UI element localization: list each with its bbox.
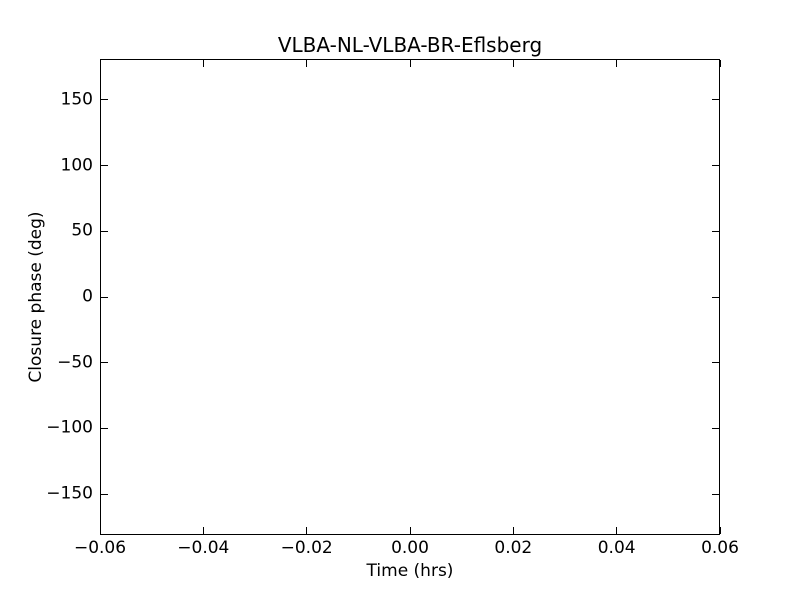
- x-tick-mark-bottom: [99, 527, 101, 534]
- y-tick-mark-left: [101, 99, 108, 101]
- y-tick-label: 0: [82, 286, 93, 307]
- y-tick-mark-left: [101, 362, 108, 364]
- x-tick-mark-bottom: [616, 527, 618, 534]
- y-tick-mark-right: [712, 99, 719, 101]
- x-tick-mark-top: [719, 60, 721, 67]
- x-tick-label: 0.00: [391, 538, 429, 558]
- x-tick-label: 0.04: [597, 538, 636, 558]
- y-tick-mark-right: [712, 493, 719, 495]
- x-tick-mark-top: [306, 60, 308, 67]
- x-tick-mark-bottom: [202, 527, 204, 534]
- x-tick-mark-top: [202, 60, 204, 67]
- x-tick-label: 0.06: [701, 538, 739, 558]
- x-tick-label: −0.06: [73, 538, 127, 558]
- y-tick-mark-right: [712, 362, 719, 364]
- y-tick-mark-left: [101, 230, 108, 232]
- y-tick-label: 50: [71, 220, 93, 241]
- plot-area: [100, 59, 720, 535]
- x-tick-mark-bottom: [409, 527, 411, 534]
- x-tick-label: 0.02: [494, 538, 533, 558]
- x-tick-mark-top: [99, 60, 101, 67]
- y-tick-mark-left: [101, 493, 108, 495]
- x-tick-mark-bottom: [719, 527, 721, 534]
- y-tick-label: −150: [46, 483, 93, 504]
- y-tick-mark-right: [712, 427, 719, 429]
- x-tick-mark-bottom: [512, 527, 514, 534]
- y-tick-label: 150: [60, 89, 93, 110]
- y-tick-mark-left: [101, 427, 108, 429]
- x-tick-label: −0.04: [177, 538, 230, 558]
- y-tick-mark-right: [712, 296, 719, 298]
- y-tick-mark-left: [101, 296, 108, 298]
- y-tick-mark-left: [101, 165, 108, 166]
- y-tick-label: −50: [57, 352, 93, 373]
- x-tick-mark-top: [616, 60, 618, 67]
- x-axis-label: Time (hrs): [366, 561, 454, 581]
- y-tick-label: 100: [60, 155, 93, 175]
- x-tick-mark-bottom: [306, 527, 308, 534]
- y-tick-mark-right: [712, 165, 719, 166]
- x-tick-mark-top: [409, 60, 411, 67]
- y-tick-mark-right: [712, 230, 719, 232]
- y-axis-label: Closure phase (deg): [26, 211, 46, 383]
- y-tick-label: −100: [46, 417, 93, 438]
- chart-title: VLBA-NL-VLBA-BR-Eflsberg: [277, 33, 543, 57]
- x-tick-label: −0.02: [280, 538, 333, 558]
- x-tick-mark-top: [512, 60, 514, 67]
